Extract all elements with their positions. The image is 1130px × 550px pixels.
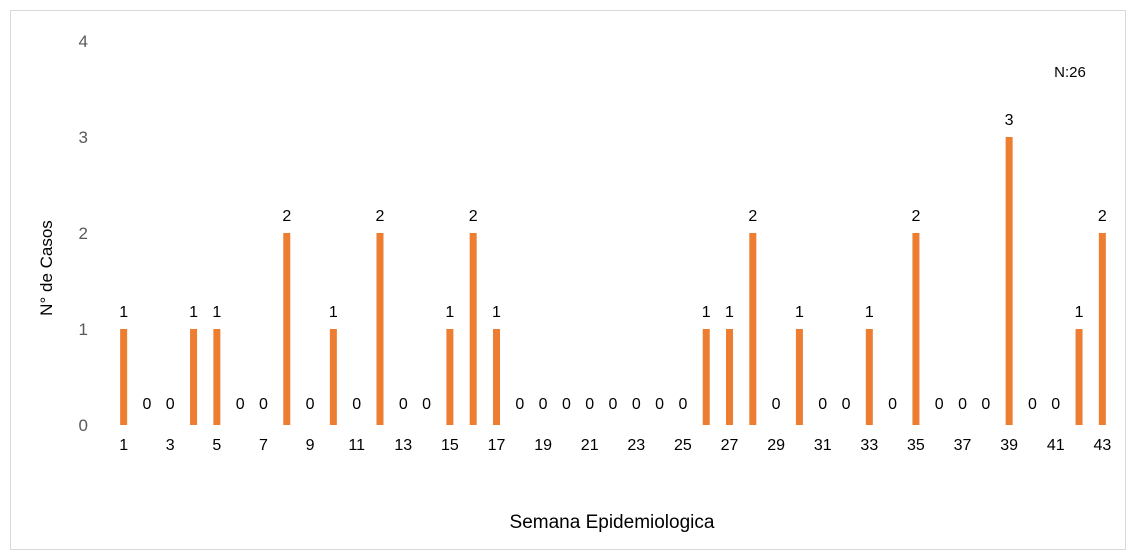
x-tick-label: 35	[907, 437, 925, 454]
data-label: 0	[422, 396, 431, 413]
data-label: 0	[143, 396, 152, 413]
bar	[1005, 137, 1013, 425]
bar	[749, 233, 757, 425]
data-label: 0	[259, 396, 268, 413]
bar	[912, 233, 920, 425]
x-tick-label: 27	[721, 437, 739, 454]
bars-group	[120, 137, 1106, 425]
data-label: 2	[376, 208, 385, 225]
data-label: 0	[585, 396, 594, 413]
x-tick-label: 15	[441, 437, 459, 454]
x-tick-label: 23	[627, 437, 645, 454]
bar	[213, 329, 221, 425]
data-label: 0	[678, 396, 687, 413]
bar	[726, 329, 734, 425]
data-label: 2	[282, 208, 291, 225]
y-tick-label: 4	[79, 32, 88, 51]
bar	[795, 329, 803, 425]
data-label: 0	[1051, 396, 1060, 413]
bar	[492, 329, 500, 425]
bar	[865, 329, 873, 425]
y-axis: 0 1 2 3 4	[79, 32, 88, 435]
data-label: 0	[632, 396, 641, 413]
y-tick-label: 1	[79, 320, 88, 339]
x-tick-label: 5	[212, 437, 221, 454]
bar	[1098, 233, 1106, 425]
y-tick-label: 0	[79, 416, 88, 435]
y-axis-label: N° de Casos	[37, 220, 56, 316]
bar	[1075, 329, 1083, 425]
data-label: 0	[888, 396, 897, 413]
y-tick-label: 2	[79, 224, 88, 243]
bar	[376, 233, 384, 425]
x-tick-label: 31	[814, 437, 832, 454]
x-axis: 1 3 5 7 9 11 13 15 17 19 21 23 25 27 29 31 33 35 37 39 41 43	[119, 437, 1111, 454]
data-label: 3	[1005, 112, 1014, 129]
y-tick-label: 3	[79, 128, 88, 147]
bar	[283, 233, 291, 425]
x-tick-label: 39	[1000, 437, 1018, 454]
data-label: 0	[655, 396, 664, 413]
sample-size-annotation: N:26	[1054, 64, 1086, 81]
x-tick-label: 43	[1093, 437, 1111, 454]
data-label: 1	[702, 304, 711, 321]
data-label: 0	[236, 396, 245, 413]
x-tick-label: 1	[119, 437, 128, 454]
data-label: 0	[818, 396, 827, 413]
bar	[120, 329, 128, 425]
data-label: 0	[399, 396, 408, 413]
data-label: 0	[562, 396, 571, 413]
x-tick-label: 19	[534, 437, 552, 454]
data-label: 1	[119, 304, 128, 321]
x-tick-label: 9	[306, 437, 315, 454]
data-label: 2	[911, 208, 920, 225]
x-tick-label: 17	[488, 437, 506, 454]
x-tick-label: 33	[860, 437, 878, 454]
data-label: 0	[842, 396, 851, 413]
x-tick-label: 21	[581, 437, 599, 454]
x-tick-label: 25	[674, 437, 692, 454]
x-tick-label: 37	[954, 437, 972, 454]
data-label: 2	[748, 208, 757, 225]
x-tick-label: 7	[259, 437, 268, 454]
data-label: 0	[609, 396, 618, 413]
data-label: 1	[725, 304, 734, 321]
data-label: 0	[306, 396, 315, 413]
x-tick-label: 3	[166, 437, 175, 454]
data-label: 1	[1075, 304, 1084, 321]
data-label: 2	[1098, 208, 1107, 225]
x-axis-label: Semana Epidemiologica	[510, 512, 715, 533]
data-label: 1	[492, 304, 501, 321]
data-label: 0	[981, 396, 990, 413]
bar	[469, 233, 477, 425]
data-label: 0	[539, 396, 548, 413]
bar	[702, 329, 710, 425]
data-label: 1	[795, 304, 804, 321]
x-tick-label: 11	[348, 437, 365, 454]
bar	[329, 329, 337, 425]
data-label: 1	[329, 304, 338, 321]
data-label: 0	[515, 396, 524, 413]
data-label: 0	[958, 396, 967, 413]
x-tick-label: 41	[1047, 437, 1065, 454]
data-label: 1	[212, 304, 221, 321]
bar	[446, 329, 454, 425]
x-tick-label: 29	[767, 437, 785, 454]
bar	[190, 329, 198, 425]
data-label: 0	[352, 396, 361, 413]
data-label: 1	[865, 304, 874, 321]
data-label: 0	[166, 396, 175, 413]
data-label: 0	[772, 396, 781, 413]
data-label: 1	[445, 304, 454, 321]
x-tick-label: 13	[394, 437, 412, 454]
data-label: 0	[1028, 396, 1037, 413]
data-label: 2	[469, 208, 478, 225]
data-label: 0	[935, 396, 944, 413]
data-label: 1	[189, 304, 198, 321]
